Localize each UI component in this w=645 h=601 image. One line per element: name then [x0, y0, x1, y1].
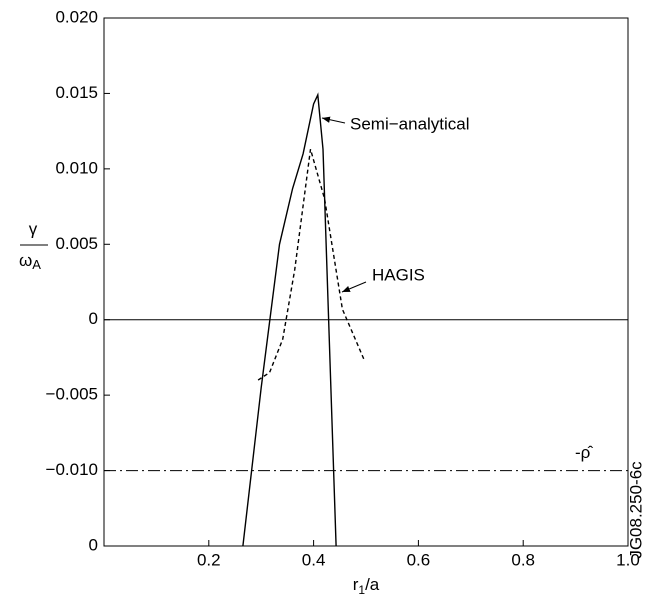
- series-line: [257, 149, 366, 381]
- x-tick-label: 0.4: [302, 550, 326, 569]
- annotation-arrow: [321, 116, 346, 124]
- figure-id: JG08.250-6c: [626, 461, 645, 559]
- y-tick-label: −0.010: [46, 460, 98, 479]
- x-tick-label: 1.0: [616, 550, 640, 569]
- y-tick-label: 0.020: [55, 7, 98, 26]
- y-tick-label: 0.010: [55, 158, 98, 177]
- x-label: r1/a: [353, 575, 380, 597]
- series-line: [242, 92, 337, 547]
- y-label-numerator: γ: [29, 219, 38, 238]
- y-tick-label: −0.005: [46, 385, 98, 404]
- reference-label: -ρ̂: [575, 443, 593, 462]
- annotation-arrow: [341, 281, 367, 293]
- y-tick-label: 0.005: [55, 234, 98, 253]
- x-label-sub: 1: [358, 583, 365, 597]
- y-tick-label: 0.015: [55, 83, 98, 102]
- y-tick-label: 0: [89, 535, 98, 554]
- x-tick-label: 0.8: [511, 550, 535, 569]
- x-label-rest: /a: [365, 575, 380, 594]
- y-tick-label: 0: [89, 309, 98, 328]
- series-label: HAGIS: [372, 265, 425, 284]
- x-label-base: r: [353, 575, 359, 594]
- y-label-omega: ω: [19, 251, 32, 270]
- plot-frame: [103, 17, 629, 547]
- x-tick-label: 0.2: [197, 550, 221, 569]
- x-tick-label: 0.6: [407, 550, 431, 569]
- y-label-denominator: ωA: [19, 251, 41, 272]
- series-label: Semi−analytical: [350, 114, 470, 133]
- y-label-sub: A: [32, 257, 41, 272]
